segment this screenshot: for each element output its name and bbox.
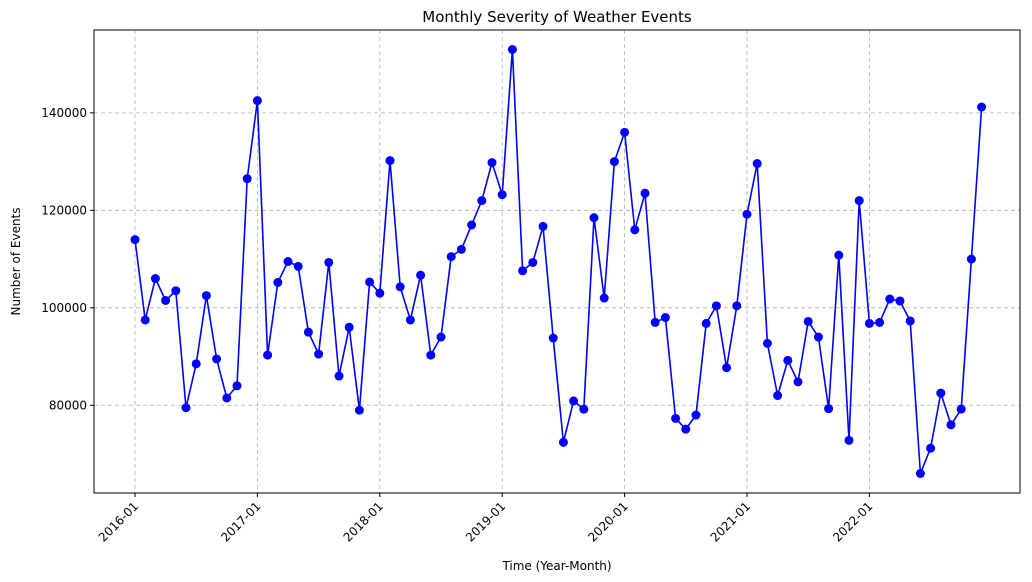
- data-point: [579, 404, 589, 414]
- chart-title: Monthly Severity of Weather Events: [422, 8, 692, 26]
- data-point: [263, 350, 273, 360]
- data-point: [528, 257, 538, 267]
- data-point: [365, 277, 375, 287]
- data-point: [885, 294, 895, 304]
- data-point: [936, 388, 946, 398]
- data-point: [150, 274, 160, 284]
- data-series: [130, 44, 987, 479]
- data-point: [813, 332, 823, 342]
- data-point: [854, 196, 864, 206]
- data-point: [569, 396, 579, 406]
- data-point: [589, 213, 599, 223]
- data-point: [140, 315, 150, 325]
- data-point: [395, 282, 405, 292]
- data-point: [834, 250, 844, 260]
- data-point: [905, 316, 915, 326]
- data-point: [732, 301, 742, 311]
- data-point: [956, 404, 966, 414]
- data-point: [824, 404, 834, 414]
- data-point: [293, 261, 303, 271]
- data-point: [273, 277, 283, 287]
- data-point: [181, 403, 191, 413]
- data-point: [681, 424, 691, 434]
- y-tick-label: 100000: [41, 301, 87, 315]
- data-point: [977, 102, 987, 112]
- data-point: [467, 220, 477, 230]
- data-point: [630, 225, 640, 235]
- data-point: [895, 296, 905, 306]
- y-tick-label: 80000: [49, 398, 87, 412]
- data-point: [201, 291, 211, 301]
- data-point: [324, 257, 334, 267]
- data-point: [161, 295, 171, 305]
- data-point: [548, 333, 558, 343]
- data-point: [609, 157, 619, 167]
- data-point: [599, 293, 609, 303]
- data-point: [212, 354, 222, 364]
- y-tick-label: 120000: [41, 203, 87, 217]
- data-point: [660, 313, 670, 323]
- data-point: [242, 174, 252, 184]
- data-point: [222, 393, 232, 403]
- data-point: [354, 405, 364, 415]
- data-point: [232, 381, 242, 391]
- data-point: [405, 315, 415, 325]
- data-point: [875, 317, 885, 327]
- data-point: [344, 322, 354, 332]
- data-point: [793, 377, 803, 387]
- data-point: [762, 338, 772, 348]
- data-point: [640, 188, 650, 198]
- data-point: [416, 270, 426, 280]
- data-point: [375, 288, 385, 298]
- data-point: [701, 318, 711, 328]
- data-point: [711, 301, 721, 311]
- data-point: [477, 196, 487, 206]
- data-point: [773, 391, 783, 401]
- data-point: [538, 221, 548, 231]
- y-axis-title: Number of Events: [9, 207, 23, 315]
- data-point: [171, 286, 181, 296]
- data-point: [314, 349, 324, 359]
- data-point: [864, 318, 874, 328]
- data-point: [742, 209, 752, 219]
- data-point: [497, 190, 507, 200]
- data-point: [620, 127, 630, 137]
- data-point: [650, 317, 660, 327]
- data-point: [558, 437, 568, 447]
- data-point: [966, 254, 976, 264]
- data-point: [385, 156, 395, 166]
- data-point: [426, 350, 436, 360]
- series-line: [134, 48, 983, 475]
- plot-area-frame: [93, 29, 1021, 494]
- data-point: [946, 420, 956, 430]
- data-point: [303, 327, 313, 337]
- data-point: [456, 244, 466, 254]
- data-point: [844, 435, 854, 445]
- data-point: [130, 235, 140, 245]
- data-point: [926, 443, 936, 453]
- data-point: [752, 159, 762, 169]
- data-point: [671, 413, 681, 423]
- data-point: [446, 252, 456, 262]
- data-point: [518, 266, 528, 276]
- data-point: [783, 355, 793, 365]
- data-point: [507, 44, 517, 54]
- data-point: [722, 363, 732, 373]
- x-axis-title: Time (Year-Month): [501, 559, 611, 573]
- data-point: [487, 158, 497, 168]
- data-point: [436, 332, 446, 342]
- data-point: [915, 469, 925, 479]
- data-point: [191, 359, 201, 369]
- data-point: [334, 371, 344, 381]
- data-point: [691, 410, 701, 420]
- data-point: [283, 257, 293, 266]
- y-tick-label: 140000: [41, 106, 87, 120]
- data-point: [803, 316, 813, 326]
- data-point: [252, 96, 262, 106]
